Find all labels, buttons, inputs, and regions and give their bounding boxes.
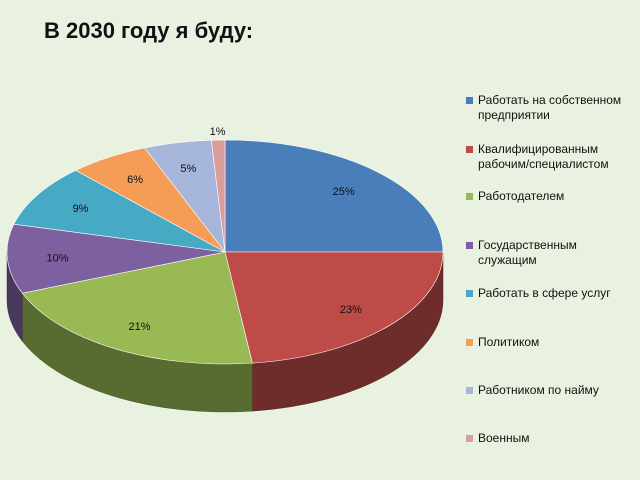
slice-5-data-label: 9% [73,203,89,215]
legend-swatch [466,387,473,394]
legend-label: Квалифицированным рабочим/специалистом [478,142,609,171]
slice-8 [210,139,226,253]
slice-1-data-label: 25% [333,186,355,198]
slice-4 [6,223,226,294]
legend-swatch [466,242,473,249]
slice-4-data-label: 10% [46,252,68,264]
legend-label: Политиком [478,335,540,349]
legend-swatch [466,339,473,346]
slice-6-data-label: 6% [127,174,143,186]
legend-label: Военным [478,431,530,445]
legend-swatch [466,290,473,297]
slice-7-data-label: 5% [180,163,196,175]
slice-5 [13,170,226,253]
legend-label: Работать на собственном предприятии [478,93,622,122]
slice-2-data-label: 23% [340,304,362,316]
legend-swatch [466,193,473,200]
legend-label: Государственным служащим [478,238,577,267]
slice-3-data-label: 21% [129,321,151,333]
legend-swatch [466,146,473,153]
legend-label: Работать в сфере услуг [478,286,611,300]
legend-swatch [466,435,473,442]
legend-swatch [466,97,473,104]
slice-1 [224,139,444,253]
slice-8-data-label: 1% [210,126,226,138]
slice-2 [224,251,444,364]
legend-label: Работодателем [478,189,565,203]
slice-3 [21,251,253,365]
legend-label: Работником по найму [478,383,599,397]
chart-title: В 2030 году я буду: [44,18,254,43]
